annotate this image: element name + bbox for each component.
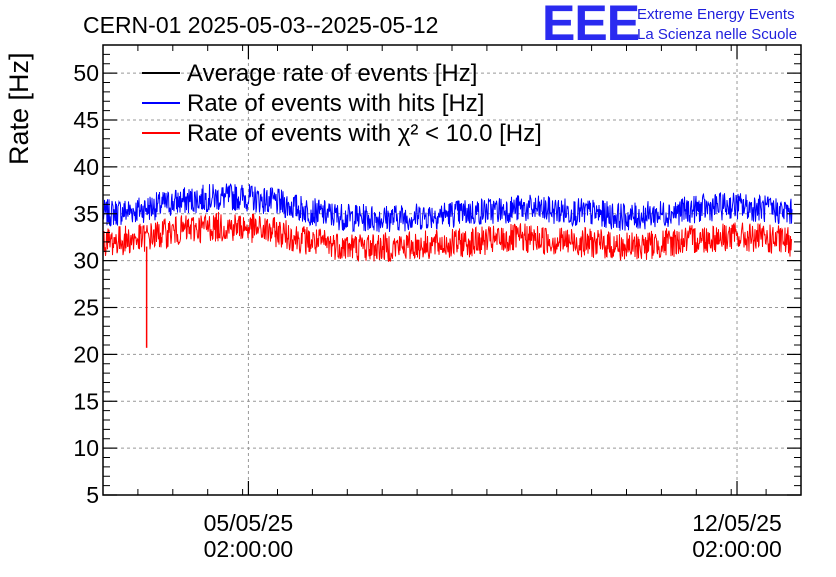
legend-label: Rate of events with χ² < 10.0 [Hz] [187,120,542,147]
x-tick-label-date: 05/05/25 [204,510,294,536]
y-tick-label: 5 [86,482,99,508]
x-tick-label-time: 02:00:00 [692,536,782,562]
series-line-hits [102,183,793,233]
y-axis-label: Rate [Hz] [4,52,34,165]
y-tick-label: 30 [73,248,99,274]
eee-logo-mark: EEE [542,0,639,51]
y-tick-label: 25 [73,295,99,321]
y-tick-label: 10 [73,435,99,461]
y-tick-label: 50 [73,60,99,86]
logo-line-2: La Scienza nelle Scuole [637,26,797,43]
eee-logo: EEE Extreme Energy Events La Scienza nel… [542,0,797,51]
legend-label: Rate of events with hits [Hz] [187,90,484,117]
y-tick-label: 35 [73,201,99,227]
logo-line-1: Extreme Energy Events [637,6,795,23]
y-tick-label: 45 [73,107,99,133]
x-tick-label-date: 12/05/25 [692,510,782,536]
y-tick-label: 20 [73,341,99,367]
series-layer [102,183,793,348]
y-ticks: 5 10 15 20 25 30 35 40 45 50 [73,44,801,508]
legend: Average rate of events [Hz] Rate of event… [142,60,542,147]
y-tick-label: 40 [73,154,99,180]
series-line-chi2 [102,211,793,262]
x-tick-label-time: 02:00:00 [204,536,294,562]
y-tick-label: 15 [73,388,99,414]
chart-title: CERN-01 2025-05-03--2025-05-12 [83,12,438,38]
legend-label: Average rate of events [Hz] [187,60,477,87]
